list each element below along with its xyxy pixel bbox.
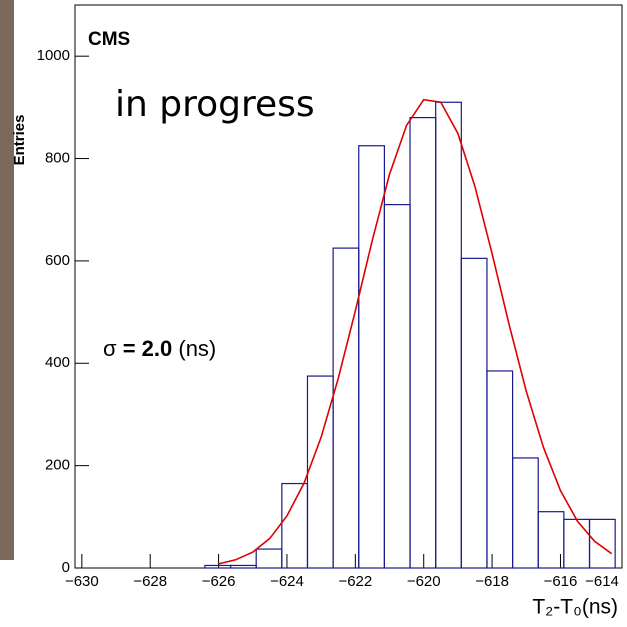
photo-strip: [0, 0, 14, 560]
histogram-bar: [409, 116, 437, 569]
histogram-bar: [435, 101, 462, 569]
x-tick-label: −630: [65, 573, 99, 590]
fit-curve: [218, 98, 613, 565]
histogram-bar: [588, 518, 616, 569]
x-tick-label: −614: [585, 573, 619, 590]
y-tick-label: 1000: [37, 47, 70, 64]
histogram-bar: [255, 548, 283, 569]
x-tick-label: −624: [270, 573, 304, 590]
x-tick-label: −622: [338, 573, 372, 590]
sigma-annotation: σ = 2.0 (ns): [103, 336, 216, 361]
x-tick-label: −628: [133, 573, 167, 590]
histogram-bar: [204, 564, 232, 569]
y-tick-label: 600: [45, 252, 70, 269]
histogram-bar: [383, 204, 411, 569]
x-tick-label: −618: [475, 573, 509, 590]
histogram-bar: [332, 247, 360, 569]
y-tick-label: 400: [45, 354, 70, 371]
histogram-bar: [306, 375, 334, 569]
sigma-unit: (ns): [178, 336, 216, 361]
x-tick-label: −626: [202, 573, 236, 590]
y-tick-label: 200: [45, 457, 70, 474]
histogram-bar: [460, 257, 488, 569]
histogram-bar: [281, 482, 309, 569]
histogram-bar: [563, 518, 591, 569]
x-tick-label: −616: [544, 573, 578, 590]
y-axis-label: Entries: [11, 115, 28, 166]
x-axis-label: T₂-T₀(ns): [532, 596, 618, 619]
histogram-bar: [511, 457, 539, 569]
status-label: in progress: [115, 84, 315, 125]
sigma-symbol: σ: [103, 336, 117, 361]
experiment-label: CMS: [88, 29, 130, 50]
sigma-value: = 2.0: [123, 336, 173, 361]
histogram-bar: [229, 564, 257, 569]
y-tick-label: 0: [62, 559, 70, 576]
x-tick-label: −620: [407, 573, 441, 590]
histogram-bar: [486, 370, 514, 569]
y-tick-label: 800: [45, 150, 70, 167]
